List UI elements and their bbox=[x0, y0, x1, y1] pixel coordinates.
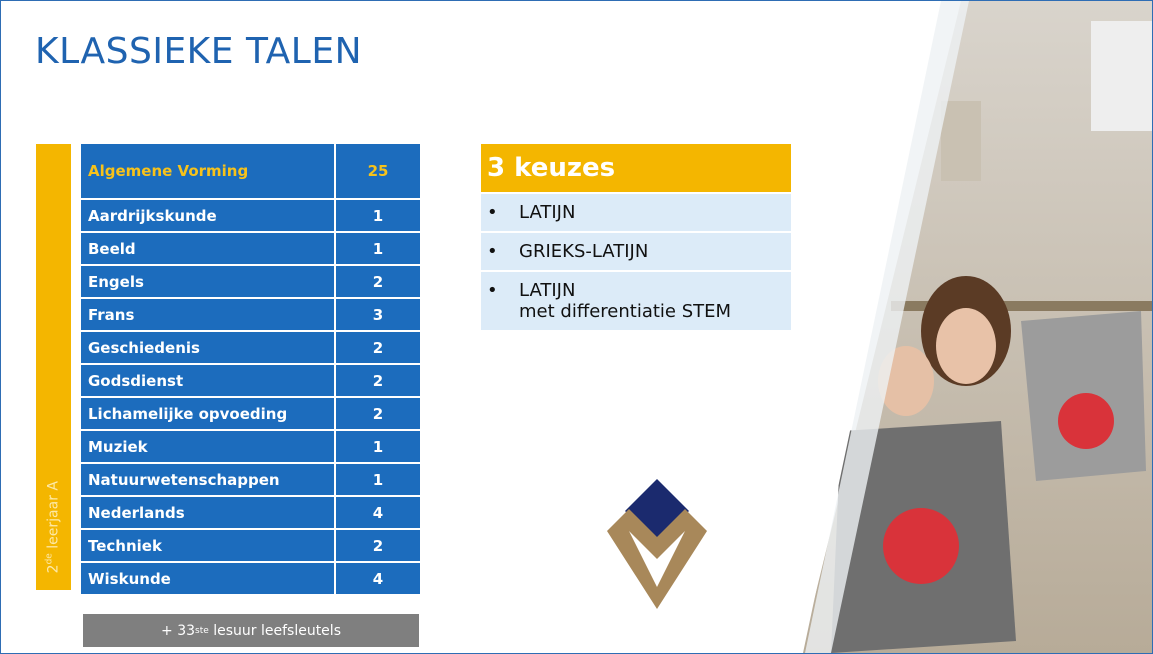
subject: Nederlands bbox=[88, 503, 185, 522]
table-row: Lichamelijke opvoeding 2 bbox=[81, 396, 420, 429]
logo-inner bbox=[629, 531, 685, 587]
choice-line: LATIJN bbox=[519, 280, 576, 301]
side-text: leerjaar A bbox=[45, 481, 62, 554]
table-row: Wiskunde 4 bbox=[81, 561, 420, 594]
hours: 1 bbox=[334, 431, 420, 462]
hours: 4 bbox=[334, 497, 420, 528]
table-row: Geschiedenis 2 bbox=[81, 330, 420, 363]
choice-item: • LATIJN met differentiatie STEM bbox=[481, 270, 801, 330]
bullet: • bbox=[487, 280, 498, 301]
bag-print bbox=[883, 508, 959, 584]
table: Algemene Vorming 25 Aardrijkskunde 1 Beeld 1… bbox=[81, 144, 420, 594]
subject: Geschiedenis bbox=[88, 338, 200, 357]
choice-text: GRIEKS-LATIJN bbox=[519, 241, 648, 262]
choices-title: 3 keuzes bbox=[481, 144, 801, 192]
subject: Techniek bbox=[88, 536, 162, 555]
header-value: 25 bbox=[334, 144, 420, 198]
choice-text: LATIJN met differentiatie STEM bbox=[519, 280, 731, 322]
choices: 3 keuzes • LATIJN • GRIEKS-LATIJN • LATIJN met… bbox=[481, 144, 801, 330]
side-suffix: de bbox=[44, 553, 55, 565]
subject: Muziek bbox=[88, 437, 148, 456]
table-header: Algemene Vorming 25 bbox=[81, 144, 420, 198]
bag-print bbox=[1058, 393, 1114, 449]
side-label: 2de leerjaar A bbox=[45, 481, 62, 573]
table-row: Frans 3 bbox=[81, 297, 420, 330]
stripe bbox=[805, 1, 969, 653]
face bbox=[936, 308, 996, 384]
stripe bbox=[791, 1, 941, 653]
table-row: Godsdienst 2 bbox=[81, 363, 420, 396]
table-row: Aardrijkskunde 1 bbox=[81, 198, 420, 231]
bullet: • bbox=[487, 241, 498, 262]
hours: 3 bbox=[334, 299, 420, 330]
choice-item: • LATIJN bbox=[481, 192, 801, 231]
title: KLASSIEKE TALEN bbox=[35, 31, 363, 72]
subject: Lichamelijke opvoeding bbox=[88, 404, 288, 423]
subject: Wiskunde bbox=[88, 569, 171, 588]
hours: 2 bbox=[334, 398, 420, 429]
table-row: Techniek 2 bbox=[81, 528, 420, 561]
hours: 1 bbox=[334, 464, 420, 495]
hours: 2 bbox=[334, 266, 420, 297]
choice-line: met differentiatie STEM bbox=[519, 301, 732, 322]
side-bar: 2de leerjaar A bbox=[36, 144, 71, 590]
table-row: Natuurwetenschappen 1 bbox=[81, 462, 420, 495]
subject: Frans bbox=[88, 305, 135, 324]
hours: 2 bbox=[334, 365, 420, 396]
subject: Aardrijkskunde bbox=[88, 206, 217, 225]
table-row: Muziek 1 bbox=[81, 429, 420, 462]
table-row: Nederlands 4 bbox=[81, 495, 420, 528]
logo bbox=[607, 479, 707, 609]
hours: 4 bbox=[334, 563, 420, 594]
table-row: Beeld 1 bbox=[81, 231, 420, 264]
subject: Natuurwetenschappen bbox=[88, 470, 280, 489]
hours: 1 bbox=[334, 233, 420, 264]
frame bbox=[941, 101, 981, 181]
choice-line: LATIJN bbox=[519, 202, 576, 223]
subject: Godsdienst bbox=[88, 371, 184, 390]
footer: + 33 ste lesuur leefsleutels bbox=[83, 614, 419, 647]
bullet: • bbox=[487, 202, 498, 223]
choice-line: GRIEKS-LATIJN bbox=[519, 241, 649, 262]
table-row: Engels 2 bbox=[81, 264, 420, 297]
hours: 1 bbox=[334, 200, 420, 231]
footer-prefix: + 33 bbox=[161, 622, 196, 639]
photo bbox=[791, 1, 1152, 653]
poster bbox=[1091, 21, 1152, 131]
hours: 2 bbox=[334, 530, 420, 561]
choice-item: • GRIEKS-LATIJN bbox=[481, 231, 801, 270]
side-number: 2 bbox=[45, 564, 62, 574]
subject: Beeld bbox=[88, 239, 136, 258]
subject: Engels bbox=[88, 272, 144, 291]
footer-text: lesuur leefsleutels bbox=[208, 622, 341, 639]
shelf bbox=[891, 301, 1152, 311]
footer-suffix: ste bbox=[195, 625, 209, 636]
choice-text: LATIJN bbox=[519, 202, 575, 223]
hours: 2 bbox=[334, 332, 420, 363]
header-name: Algemene Vorming bbox=[88, 162, 249, 180]
